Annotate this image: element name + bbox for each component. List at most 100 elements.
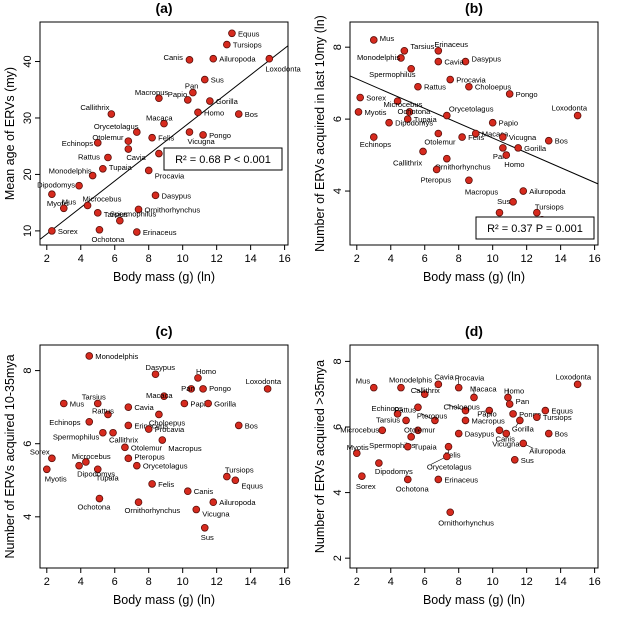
- data-point: [160, 119, 168, 128]
- point-label: Sus: [201, 533, 214, 542]
- point-label: Vicugna: [492, 440, 520, 449]
- point-label: Callithrix: [393, 158, 422, 167]
- data-point: [432, 165, 441, 174]
- plot-frame: [349, 21, 599, 246]
- panel-letter: (a): [155, 0, 172, 16]
- y-tick-label: 6: [332, 424, 344, 430]
- point-label: Pongo: [209, 384, 231, 393]
- x-tick-label: 10: [177, 576, 189, 588]
- data-point: [93, 465, 102, 474]
- data-point: [199, 131, 207, 139]
- x-tick-label: 8: [146, 253, 152, 265]
- plot-frame: [39, 344, 289, 569]
- point-label: Sus: [521, 456, 534, 465]
- x-tick-label: 10: [177, 253, 189, 265]
- data-point: [109, 428, 117, 437]
- x-tick-label: 16: [588, 253, 600, 265]
- point-label: Gorilla: [512, 424, 535, 433]
- data-point: [116, 216, 124, 225]
- data-point: [544, 429, 553, 438]
- point-label: Macaca: [470, 384, 497, 393]
- data-point: [403, 442, 412, 451]
- x-tick-label: 12: [521, 253, 533, 265]
- data-point: [400, 46, 409, 55]
- point-label: Mus: [62, 197, 77, 206]
- panel-letter: (c): [155, 323, 172, 339]
- point-label: Microcebus: [83, 194, 122, 203]
- point-label: Homo: [204, 108, 224, 117]
- point-label: Myotis: [47, 199, 69, 208]
- point-label: Procavia: [456, 76, 486, 85]
- panel-4: (d) 2 4 6 8 10 12 14 16 2 4 6 8 Body mass (g) (ln) Num…: [313, 323, 601, 607]
- y-tick-label: 6: [332, 116, 344, 122]
- x-tick-label: 16: [588, 576, 600, 588]
- point-label: Rattus: [92, 406, 114, 415]
- point-label: Cavia: [434, 372, 454, 381]
- point-label: Dasypus: [146, 363, 176, 372]
- point-label: Dasypus: [465, 430, 495, 439]
- point-label: Microcebus: [72, 452, 111, 461]
- y-tick-label: 8: [332, 44, 344, 50]
- data-point: [385, 118, 393, 127]
- data-point: [403, 115, 412, 123]
- point-label: Orycetolagus: [143, 462, 188, 471]
- data-point: [434, 129, 443, 138]
- data-point: [414, 403, 422, 412]
- x-tick-label: 14: [245, 576, 257, 588]
- point-label: Erinaceus: [444, 475, 478, 484]
- point-label: Erinaceus: [434, 40, 468, 49]
- point-label: Tupaia: [109, 163, 133, 172]
- data-point: [431, 416, 439, 425]
- x-tick-label: 8: [456, 253, 462, 265]
- data-point: [514, 144, 522, 152]
- point-label: Pteropus: [421, 175, 452, 184]
- data-point: [194, 374, 202, 382]
- point-label: Cavia: [134, 403, 154, 412]
- point-label: Procavia: [455, 374, 485, 383]
- point-label: Tupaia: [96, 473, 120, 482]
- x-axis-title: Body mass (g) (ln): [113, 593, 215, 607]
- point-label: Equus: [238, 29, 260, 38]
- panel-letter: (b): [465, 0, 483, 16]
- point-label: Equus: [241, 481, 263, 490]
- point-label: Macropus: [135, 88, 169, 97]
- x-tick-label: 8: [146, 576, 152, 588]
- point-label: Ornithorhynchus: [435, 163, 491, 172]
- point-label: Myotis: [347, 443, 369, 452]
- data-point: [499, 133, 507, 141]
- point-label: Callithrix: [411, 386, 440, 395]
- data-point: [573, 380, 582, 389]
- data-point: [458, 133, 466, 141]
- data-point: [495, 426, 504, 435]
- point-label: Myotis: [45, 474, 67, 483]
- data-point: [200, 75, 209, 84]
- point-label: Monodelphis: [357, 53, 400, 62]
- panel-letter: (d): [465, 323, 483, 339]
- data-point: [93, 399, 102, 408]
- data-point: [402, 416, 410, 425]
- point-label: Macaca: [482, 130, 509, 139]
- data-point: [519, 187, 528, 195]
- data-point: [369, 383, 378, 392]
- point-label: Macropus: [472, 416, 506, 425]
- data-point: [358, 472, 366, 480]
- point-label: Rattus: [424, 83, 446, 92]
- x-tick-label: 6: [422, 576, 428, 588]
- point-label: Felis: [158, 480, 174, 489]
- x-tick-label: 2: [44, 576, 50, 588]
- y-tick-label: 8: [22, 368, 34, 374]
- point-label: Rattus: [78, 152, 100, 161]
- point-label: Bos: [245, 421, 258, 430]
- data-point: [393, 97, 402, 105]
- data-point: [124, 454, 133, 463]
- point-label: Monodelphis: [95, 352, 138, 361]
- point-label: Loxodonta: [265, 65, 301, 74]
- data-point: [403, 475, 412, 484]
- data-point: [454, 429, 463, 438]
- point-label: Pan: [516, 397, 530, 406]
- y-axis-title: Number of ERVs acquired 10-35mya: [3, 354, 17, 558]
- data-point: [461, 406, 470, 415]
- data-point: [488, 118, 497, 127]
- y-tick-label: 4: [332, 188, 344, 194]
